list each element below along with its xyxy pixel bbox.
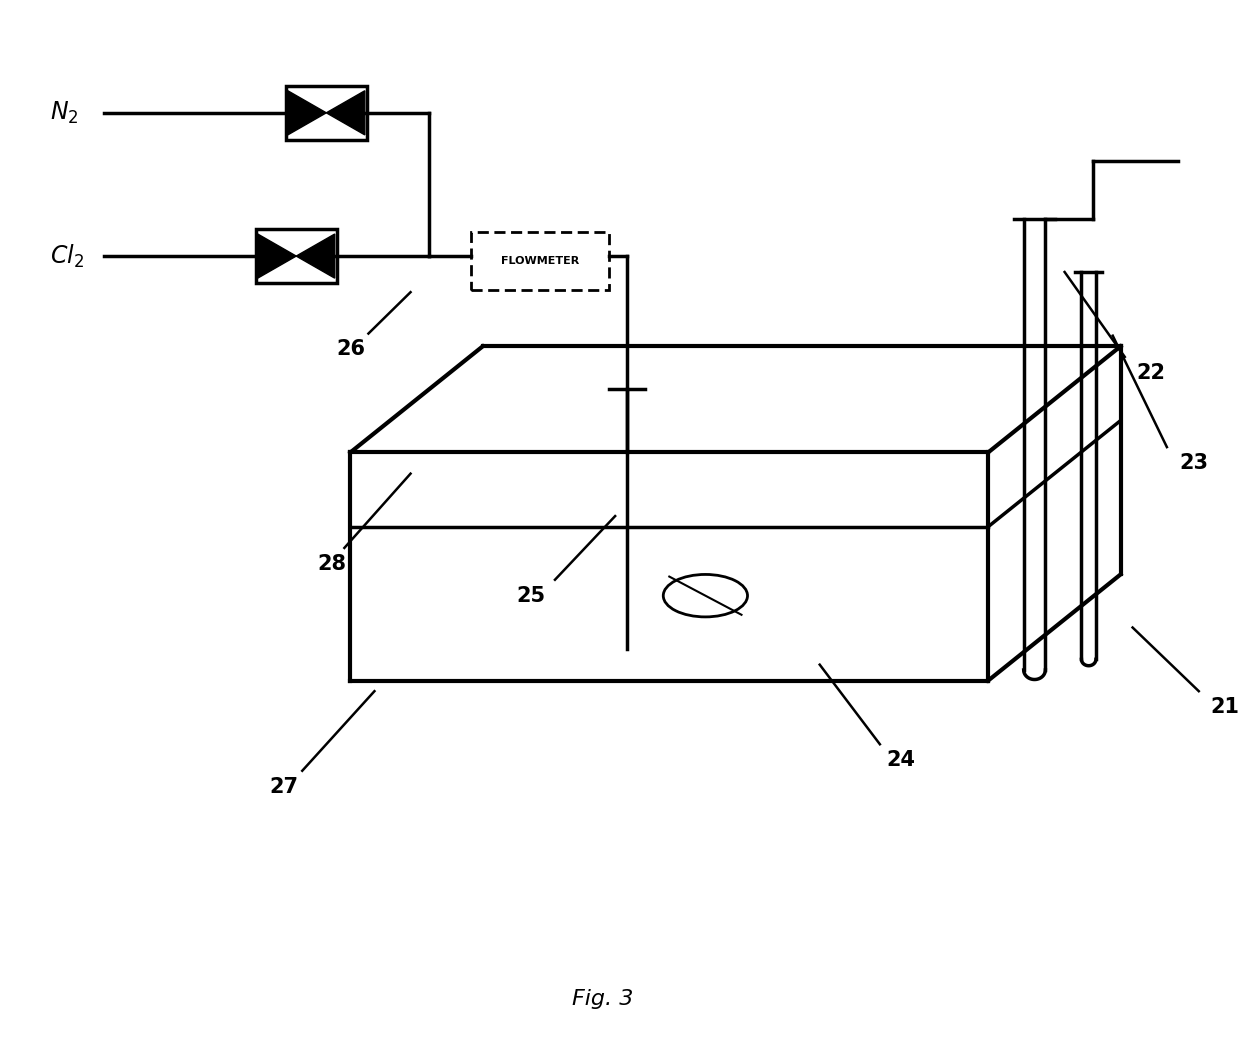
Polygon shape [258,234,296,278]
Text: 25: 25 [516,585,546,605]
Text: 22: 22 [1137,363,1166,383]
Text: 23: 23 [1179,453,1208,473]
Text: 26: 26 [336,339,365,360]
Text: 24: 24 [885,750,915,770]
Bar [286,85,367,140]
Bar [471,232,609,290]
Bar [255,229,337,283]
Text: 21: 21 [1210,697,1240,717]
Text: 28: 28 [317,554,347,573]
Text: $N_2$: $N_2$ [50,100,78,126]
Text: 27: 27 [269,777,299,797]
Text: Fig. 3: Fig. 3 [573,988,634,1009]
Text: $Cl_2$: $Cl_2$ [50,243,83,269]
Polygon shape [326,90,365,135]
Text: FLOWMETER: FLOWMETER [501,255,579,266]
Polygon shape [296,234,335,278]
Polygon shape [288,90,326,135]
